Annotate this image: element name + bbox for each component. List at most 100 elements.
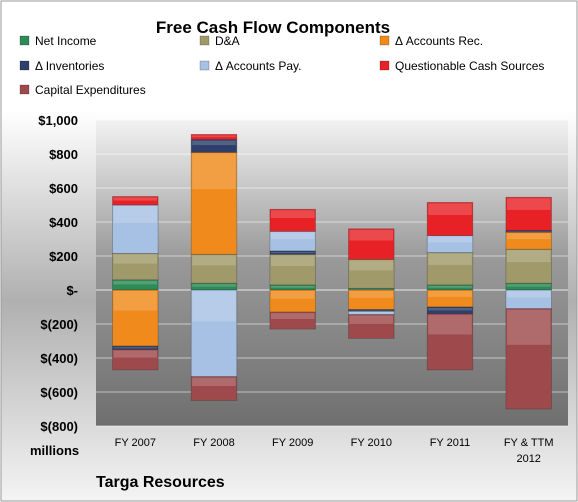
y-tick-label: $800 (49, 147, 78, 162)
bar-segment-highlight (506, 309, 551, 345)
bar-segment-highlight (428, 285, 472, 288)
company-name: Targa Resources (96, 474, 225, 491)
bar-segment (426, 235, 474, 254)
x-tick-label: FY 2007 (115, 437, 156, 449)
legend-swatch (19, 35, 30, 46)
bar-segment-highlight (349, 312, 394, 314)
bar-segment-highlight (349, 291, 394, 298)
units-label: millions (30, 443, 79, 458)
bar-segment (190, 139, 238, 153)
bar-segment-highlight (428, 308, 472, 311)
legend-swatch (379, 35, 390, 46)
bar-segment-highlight (113, 350, 158, 358)
bar-segment (112, 196, 159, 206)
bar-segment (426, 201, 474, 236)
bar-segment (190, 133, 238, 140)
legend-swatch (199, 35, 210, 46)
y-tick-label: $400 (49, 215, 78, 230)
bar-segment-highlight (428, 236, 472, 243)
legend-swatch (19, 60, 30, 71)
bar-segment-highlight (270, 251, 315, 254)
legend-label: Net Income (35, 34, 97, 48)
bar-segment (112, 204, 159, 254)
y-tick-label: $(600) (40, 385, 78, 400)
bar-segment-highlight (349, 315, 394, 324)
legend-swatch (199, 60, 210, 71)
bars (112, 133, 552, 410)
y-tick-label: $200 (49, 249, 78, 264)
bar-segment-highlight (506, 198, 551, 210)
y-tick-label: $600 (49, 181, 78, 196)
bar-segment-highlight (192, 135, 236, 138)
y-tick-label: $(400) (40, 351, 78, 366)
y-axis-tick-labels: $1,000 $800 $600 $400 $200 $- $(200) $(400) $(60… (38, 113, 78, 434)
plot-background (96, 120, 568, 426)
bar-segment-highlight (113, 254, 158, 264)
y-tick-label: $- (66, 283, 78, 298)
bar-segment (348, 314, 395, 339)
legend-swatch (19, 84, 30, 95)
legend-label: Capital Expenditures (35, 83, 146, 97)
bar-segment-highlight (349, 229, 394, 241)
bar-segment (505, 196, 552, 231)
bar-segment-highlight (349, 289, 394, 290)
legend-label: Δ Accounts Rec. (395, 34, 483, 48)
legend-label: Δ Accounts Pay. (215, 59, 302, 73)
bar-segment-highlight (113, 197, 158, 201)
bar-segment-highlight (270, 313, 315, 319)
bar-segment-highlight (506, 291, 551, 298)
x-tick-label: FY & TTM (504, 437, 554, 449)
bar-segment (190, 289, 238, 378)
bar-segment (269, 208, 316, 232)
bar-segment-highlight (192, 377, 236, 386)
bar-segment (348, 258, 395, 289)
legend-swatch (379, 60, 390, 71)
bar-segment-highlight (506, 284, 551, 287)
bar-segment (505, 308, 552, 410)
bar-segment-highlight (113, 291, 158, 311)
bar-segment-highlight (428, 253, 472, 265)
bar-segment-highlight (506, 250, 551, 263)
x-tick-label: FY 2009 (272, 437, 313, 449)
bar-segment-highlight (192, 284, 236, 287)
bar-segment (112, 252, 159, 281)
bar-segment-highlight (270, 232, 315, 240)
bar-segment-highlight (428, 203, 472, 215)
y-tick-label: $1,000 (38, 113, 78, 128)
bar-segment-highlight (349, 260, 394, 271)
legend-label: D&A (215, 34, 240, 48)
bar-segment (426, 313, 474, 371)
bar-segment-highlight (270, 255, 315, 266)
bar-segment (190, 376, 238, 401)
legend-label: Δ Inventories (35, 59, 104, 73)
bar-segment-highlight (270, 291, 315, 299)
bar-segment-highlight (113, 280, 158, 285)
bar-segment-highlight (428, 291, 472, 297)
y-tick-label: $(200) (40, 317, 78, 332)
bar-segment-highlight (270, 210, 315, 218)
x-tick-label-line2: 2012 (516, 453, 540, 465)
bar-segment-highlight (428, 314, 472, 335)
bar-segment-highlight (113, 347, 158, 349)
legend: Net Income D&A Δ Accounts Rec. Δ Inventorie… (19, 34, 544, 97)
bar-segment-highlight (192, 291, 236, 322)
bar-segment (112, 349, 159, 371)
bar-segment (269, 253, 316, 286)
chart-title: Free Cash Flow Components (156, 18, 390, 37)
bar-segment (426, 252, 474, 286)
bar-segment-highlight (270, 285, 315, 288)
bar-segment-highlight (192, 140, 236, 146)
bar-segment-highlight (192, 153, 236, 189)
bar-segment (190, 151, 238, 255)
bar-segment-highlight (192, 255, 236, 266)
x-tick-label: FY 2011 (430, 437, 471, 449)
bar-segment (190, 253, 238, 284)
bar-segment-highlight (506, 231, 551, 233)
bar-segment-highlight (506, 233, 551, 240)
bar-segment (348, 228, 395, 260)
y-tick-label: $(800) (40, 419, 78, 434)
bar-segment-highlight (113, 206, 158, 223)
x-tick-label: FY 2008 (193, 437, 234, 449)
